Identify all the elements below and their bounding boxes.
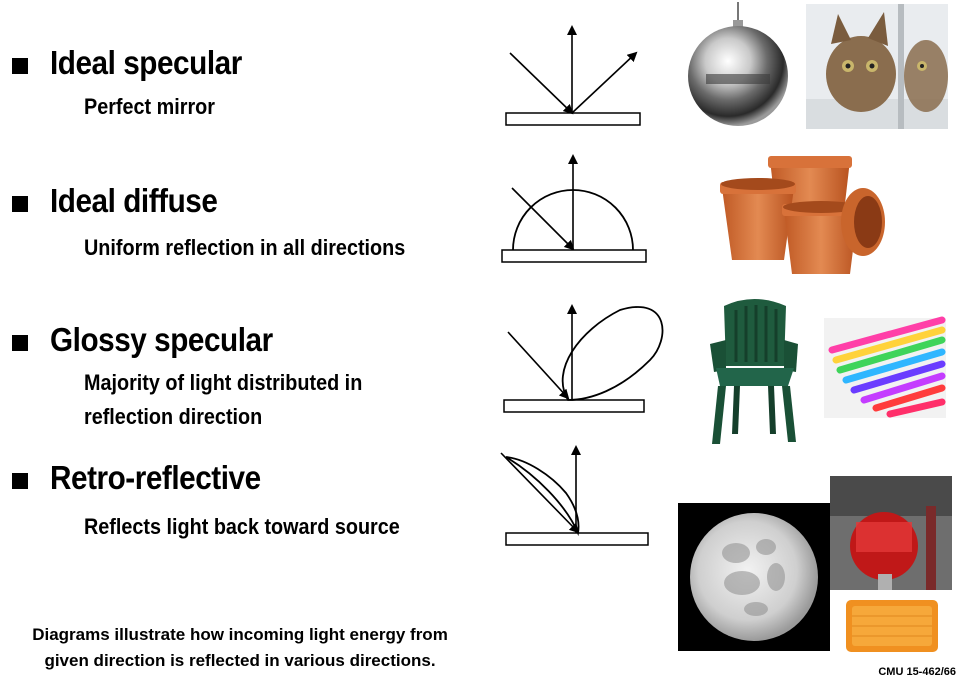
incident-ray	[509, 52, 574, 115]
bullet-4	[12, 473, 28, 489]
plastic-chair	[710, 299, 798, 444]
orange-reflector	[846, 600, 938, 652]
subtitle-ideal-diffuse: Uniform reflection in all directions	[84, 235, 406, 260]
diagram-retro-reflective	[500, 445, 649, 546]
incident-ray	[511, 187, 575, 251]
incident-ray	[507, 331, 570, 400]
surface-plate	[505, 532, 649, 546]
reflected-ray	[571, 51, 638, 114]
surface-plate	[503, 399, 645, 413]
acrylic-rods	[824, 316, 946, 418]
heading-ideal-diffuse: Ideal diffuse	[50, 182, 218, 219]
bullet-3	[12, 335, 28, 351]
diagram-ideal-diffuse	[501, 154, 647, 263]
heading-retro-reflective: Retro-reflective	[50, 459, 261, 496]
caption: Diagrams illustrate how incoming light e…	[20, 622, 460, 674]
red-bike-reflector	[830, 476, 952, 590]
course-footer: CMU 15-462/66	[878, 666, 956, 678]
bullet-2	[12, 196, 28, 212]
clay-pots	[720, 156, 885, 274]
surface-plate	[505, 112, 641, 126]
kitten-mirror	[806, 4, 948, 129]
subtitle-glossy-line-1: Majority of light distributed in	[84, 370, 363, 395]
diagram-ideal-specular	[505, 25, 641, 126]
subtitle-retro-reflective: Reflects light back toward source	[84, 514, 400, 539]
glossy-lobe	[561, 306, 664, 401]
chrome-sphere-lamp	[688, 2, 788, 126]
caption-line-2: given direction is reflected in various …	[44, 651, 436, 670]
bullet-1	[12, 58, 28, 74]
surface-plate	[501, 249, 647, 263]
subtitle-glossy-line-2: reflection direction	[84, 404, 263, 429]
subtitle-ideal-specular: Perfect mirror	[84, 94, 215, 119]
caption-line-1: Diagrams illustrate how incoming light e…	[32, 625, 448, 644]
diagram-glossy-specular	[503, 304, 664, 413]
heading-ideal-specular: Ideal specular	[50, 44, 242, 81]
incident-ray	[500, 452, 580, 534]
full-moon	[678, 503, 830, 651]
heading-glossy-specular: Glossy specular	[50, 321, 273, 358]
